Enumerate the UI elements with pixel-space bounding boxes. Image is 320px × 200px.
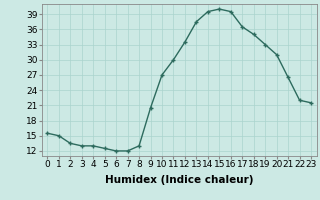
- X-axis label: Humidex (Indice chaleur): Humidex (Indice chaleur): [105, 175, 253, 185]
